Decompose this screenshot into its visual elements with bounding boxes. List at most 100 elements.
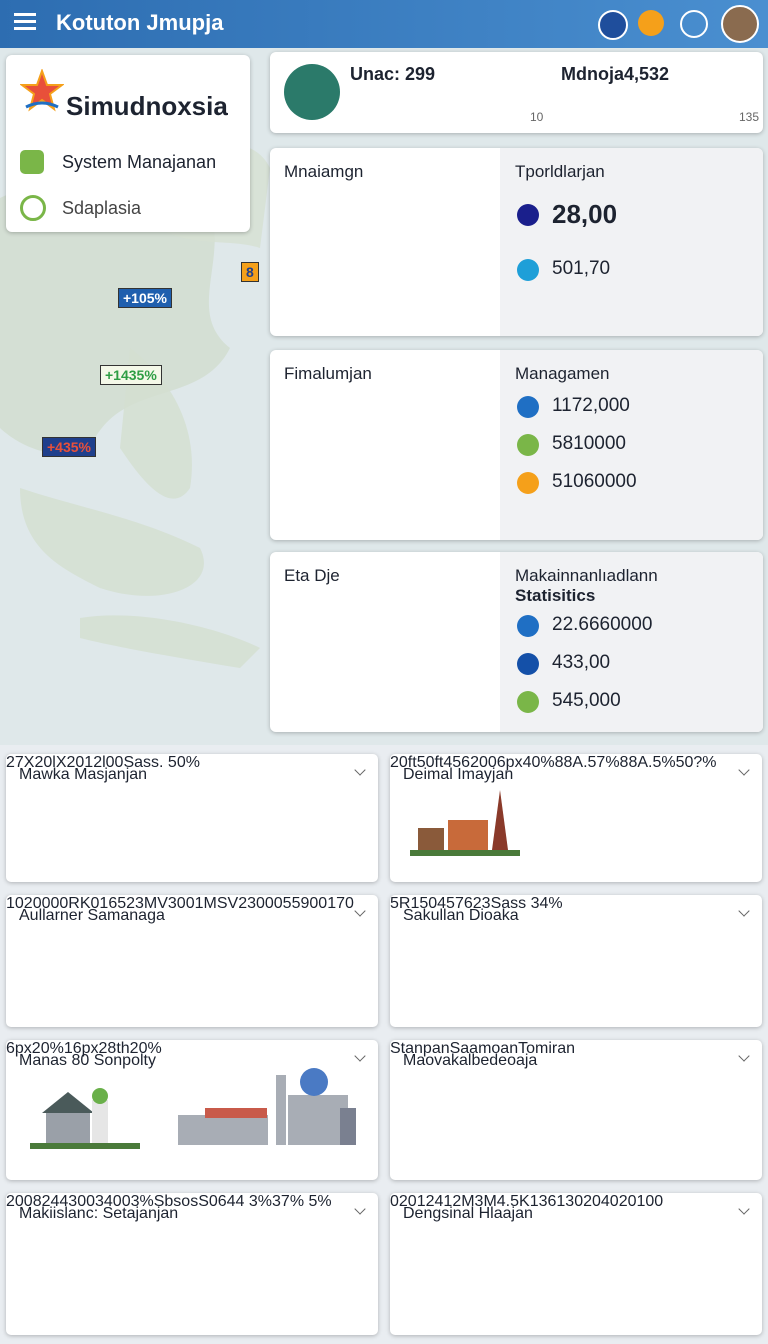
chart-svg: 200824430034003%SbsosS0644 3%37% 5% <box>6 1193 332 1211</box>
chart-svg: 6px20%16px28th20% <box>6 1040 162 1058</box>
x-tick-label: 2M <box>452 1193 475 1210</box>
x-tick-label: 20ft <box>390 754 417 771</box>
chart-annotation: 5% <box>405 492 421 504</box>
note: 6px <box>496 754 523 771</box>
legend-label: Sbsos <box>153 1193 199 1210</box>
legend-value: 28,00 <box>552 199 618 229</box>
x-tick-label: 0RK <box>59 895 91 912</box>
y-tick-label: 30 <box>565 1193 584 1210</box>
map-label: 8 <box>241 262 259 282</box>
bar-label: Tomiran <box>518 1040 576 1057</box>
legend-label: 88A.5% <box>619 754 676 771</box>
panel <box>270 148 763 336</box>
card-title: Maovakalbedeoaja <box>403 1052 538 1069</box>
legend-title: Managamen <box>515 364 610 383</box>
menu-item[interactable]: System Manajanan <box>62 152 217 172</box>
note: 16px <box>63 1040 99 1057</box>
card-title: Dengsinal Hlaajan <box>403 1205 533 1222</box>
legend-dot <box>517 691 539 713</box>
sidebar: Simudnoxsia System Manajanan Sdaplasia <box>6 55 250 232</box>
card: Maovakalbedeoaja StanpanSaamoanTomiran <box>390 1040 762 1180</box>
card-title: Mawka Masjanjan <box>19 766 148 783</box>
x-tick-label: 20lX <box>34 754 67 771</box>
avatar[interactable] <box>721 5 759 43</box>
expand-button[interactable] <box>354 764 366 776</box>
x-tick-label: 244 <box>41 1193 69 1210</box>
menu-item[interactable]: Sdaplasia <box>62 198 142 218</box>
y-tick-label: 055 <box>273 895 301 912</box>
legend-value: 545,000 <box>552 690 621 711</box>
y-tick-label: 900 <box>300 895 328 912</box>
x-tick-label: 0 <box>390 1193 399 1210</box>
note: 3% <box>130 1193 154 1210</box>
expand-button[interactable] <box>354 1203 366 1215</box>
expand-button[interactable] <box>354 905 366 917</box>
x-tick-label: 50ft <box>416 754 444 771</box>
icon-button[interactable] <box>598 10 628 40</box>
card-title: Sakullan Dioaka <box>403 907 519 924</box>
x-tick-label: 456 <box>443 754 471 771</box>
x-tick-label: 23MV <box>126 895 168 912</box>
x-tick-label: 3400 <box>95 1193 131 1210</box>
legend-title: Statisitics <box>515 586 596 605</box>
menu-icon <box>20 150 44 174</box>
x-tick-label: 27X <box>6 754 35 771</box>
x-tick-label: 2008 <box>6 1193 42 1210</box>
icon-button[interactable] <box>680 10 708 38</box>
legend-bg <box>500 350 763 540</box>
chart-svg: 5R150457623Sass 34% <box>390 895 563 913</box>
legend-dot <box>517 396 539 418</box>
y-tick-label: 10 <box>636 1193 655 1210</box>
x-tick-label: 1MSV <box>194 895 239 912</box>
legend-value: 5810000 <box>552 433 626 454</box>
legend-label: 88A.57% <box>554 754 620 771</box>
card-title: Deimal Imayjan <box>403 766 514 783</box>
app-title: Kotuton Jmupja <box>56 10 224 35</box>
x-tick-label: 300 <box>167 895 195 912</box>
chart-svg: 20ft50ft4562006px40%88A.57%88A.5%50?% <box>390 754 717 772</box>
note: Sass. 50% <box>123 754 200 771</box>
progress-label: Unac: 299 <box>350 64 436 84</box>
legend-bg <box>500 552 763 732</box>
expand-button[interactable] <box>354 1050 366 1062</box>
y-tick-label: 17 <box>327 895 345 912</box>
x-tick-label: 0165 <box>90 895 127 912</box>
icon-button[interactable] <box>638 10 664 36</box>
x-tick-label: 241 <box>425 1193 453 1210</box>
expand-button[interactable] <box>738 905 750 917</box>
legend-dot <box>517 434 539 456</box>
progress-card <box>270 52 763 133</box>
menu-button[interactable] <box>14 13 36 16</box>
legend-dot <box>517 259 539 281</box>
note: 6px <box>6 1040 32 1057</box>
chart-svg: 1020000RK016523MV3001MSV2300055900170 <box>6 895 354 913</box>
note: 40% <box>522 754 555 771</box>
panel <box>270 552 763 732</box>
expand-button[interactable] <box>738 764 750 776</box>
legend-value: 501,70 <box>552 258 611 279</box>
legend-dot <box>517 472 539 494</box>
bar-label: Stanpan <box>390 1040 450 1057</box>
legend-dot <box>517 615 539 637</box>
card: Mawka Masjanjan 27X20lX2012l00Sass. 50% <box>6 754 378 882</box>
legend-dot <box>517 653 539 675</box>
x-tick-label: 2000 <box>23 895 60 912</box>
panel-title: Eta Dje <box>284 566 340 585</box>
legend-bg <box>500 148 763 336</box>
legend-title: Makainnanlıadlann <box>515 566 658 585</box>
x-tick-label: 3M <box>474 1193 497 1210</box>
legend-value: 22.6660000 <box>552 614 653 635</box>
x-tick-label: 50 <box>419 895 438 912</box>
x-tick-label: 2300 <box>238 895 274 912</box>
note: 28th <box>98 1040 130 1057</box>
legend-label: 50?% <box>675 754 717 771</box>
note: 20% <box>31 1040 64 1057</box>
x-tick-label: 201 <box>398 1193 426 1210</box>
legend-label: S0644 3% <box>198 1193 273 1210</box>
expand-button[interactable] <box>738 1203 750 1215</box>
expand-button[interactable] <box>738 1050 750 1062</box>
chart-svg: 02012412M3M4.5K136130204020100 <box>390 1193 663 1211</box>
chart-svg: 27X20lX2012l00Sass. 50% <box>6 754 200 772</box>
card: Deimal Imayjan 20ft50ft4562006px40%88A.57… <box>390 754 762 882</box>
